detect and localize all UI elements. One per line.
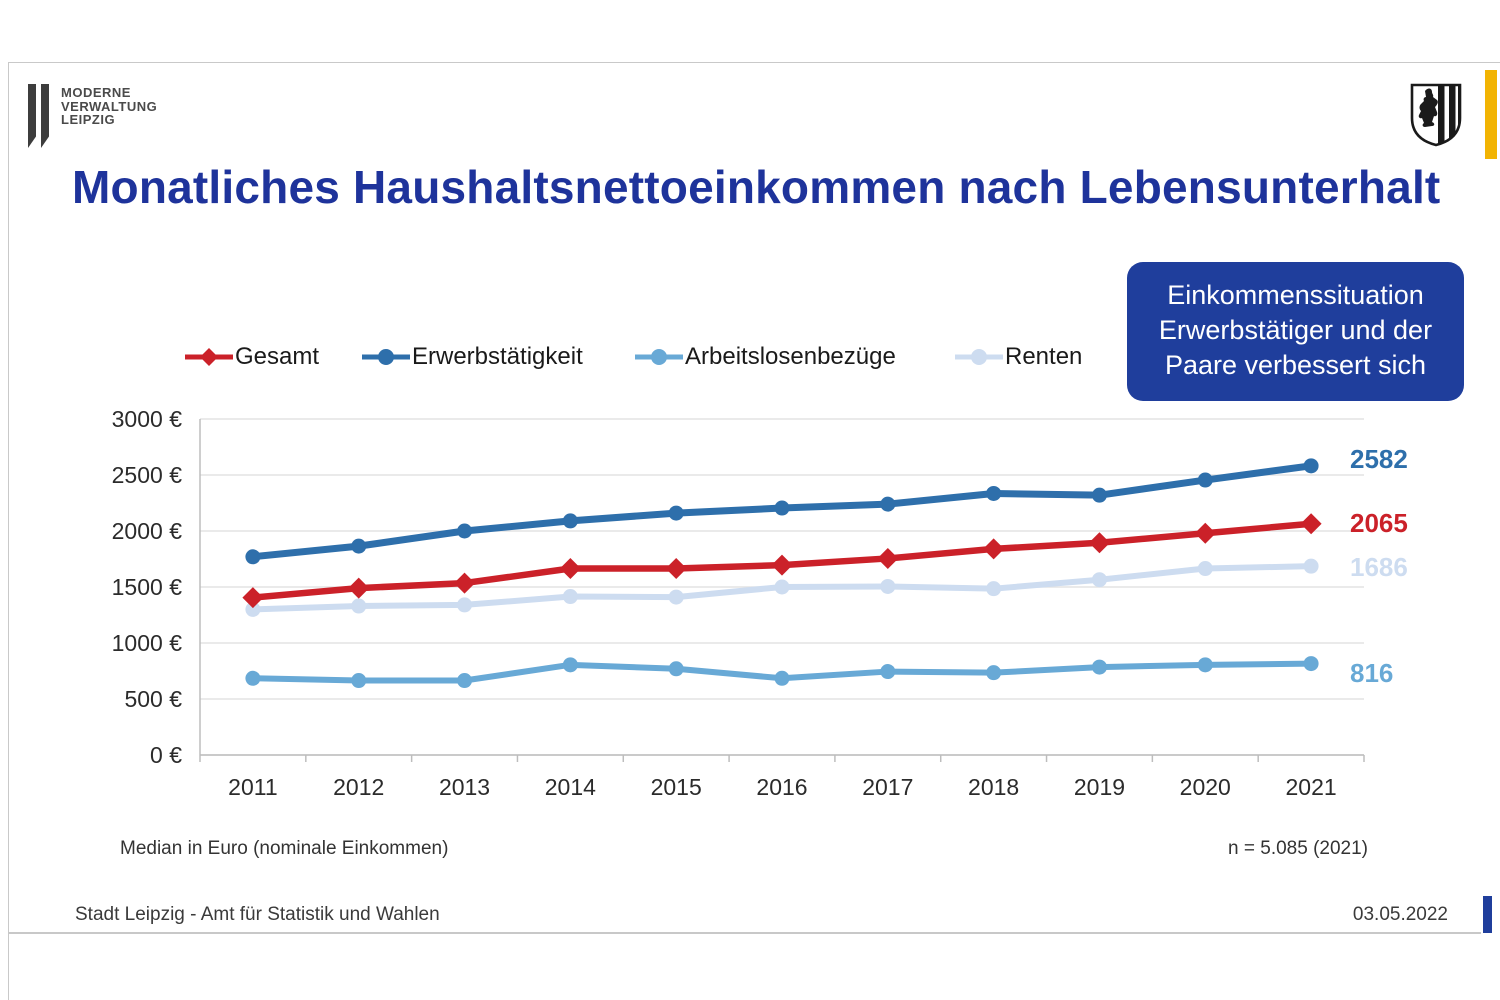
footer-date: 03.05.2022 bbox=[1352, 904, 1448, 925]
accent-yellow-bar bbox=[1485, 70, 1497, 159]
x-axis-label: 2016 bbox=[756, 774, 808, 800]
x-axis-label: 2013 bbox=[438, 774, 491, 800]
logo-line: MODERNE bbox=[61, 85, 131, 100]
x-axis-label: 2019 bbox=[1073, 774, 1126, 800]
legend-label: Renten bbox=[1005, 343, 1083, 370]
legend-marker-icon bbox=[635, 349, 683, 365]
callout-box: Einkommenssituation Erwerbstätiger und d… bbox=[1127, 262, 1464, 401]
y-axis-label: 3000 € bbox=[111, 406, 182, 432]
legend-item-2: Erwerbstätigkeit bbox=[362, 343, 583, 371]
legend-marker-icon bbox=[955, 349, 1003, 365]
series-end-label: 2065 bbox=[1350, 507, 1408, 538]
x-axis-label: 2011 bbox=[228, 774, 278, 800]
x-axis-label: 2020 bbox=[1179, 774, 1231, 800]
logo-line: LEIPZIG bbox=[61, 112, 116, 127]
series-end-label: 816 bbox=[1350, 657, 1394, 688]
page-title: Monatliches Haushaltsnettoeinkommen nach… bbox=[72, 161, 1441, 213]
series-end-label: 1686 bbox=[1350, 552, 1408, 583]
callout-line: Erwerbstätiger und der bbox=[1158, 315, 1433, 345]
x-axis-label: 2021 bbox=[1285, 774, 1337, 800]
legend-item-4: Renten bbox=[955, 343, 1082, 371]
logo-bars-icon bbox=[28, 84, 36, 148]
x-axis-label: 2012 bbox=[333, 774, 385, 800]
accent-blue-bar bbox=[1483, 896, 1492, 933]
y-axis-label: 0 € bbox=[150, 742, 182, 768]
callout-line: Paare verbessert sich bbox=[1164, 350, 1427, 380]
logo-line: VERWALTUNG bbox=[61, 98, 158, 114]
legend-item-3: Arbeitslosenbezüge bbox=[635, 343, 896, 371]
logo-bars-icon bbox=[41, 84, 49, 148]
y-axis-label: 500 € bbox=[124, 686, 182, 712]
axis-note: Median in Euro (nominale Einkommen) bbox=[120, 838, 449, 859]
sample-size-note: n = 5.085 (2021) bbox=[1228, 838, 1368, 859]
footer-source: Stadt Leipzig - Amt für Statistik und Wa… bbox=[75, 904, 440, 925]
legend-label: Gesamt bbox=[235, 343, 320, 370]
y-axis-label: 1000 € bbox=[111, 630, 182, 656]
y-axis-label: 2500 € bbox=[111, 462, 182, 488]
legend-marker-icon bbox=[185, 348, 233, 366]
x-axis-label: 2017 bbox=[862, 774, 914, 800]
logo-wordmark: MODERNE VERWALTUNG LEIPZIG bbox=[61, 86, 157, 127]
series-end-label: 2582 bbox=[1350, 443, 1408, 474]
y-axis-label: 1500 € bbox=[111, 574, 182, 600]
callout-line: Einkommenssituation bbox=[1167, 280, 1424, 310]
x-axis-label: 2015 bbox=[650, 774, 702, 800]
legend-marker-icon bbox=[362, 349, 410, 365]
y-axis-label: 2000 € bbox=[111, 518, 182, 544]
legend-label: Arbeitslosenbezüge bbox=[685, 343, 896, 370]
legend-label: Erwerbstätigkeit bbox=[412, 343, 583, 370]
x-axis-label: 2018 bbox=[968, 774, 1020, 800]
footer-divider bbox=[8, 932, 1481, 934]
x-axis-label: 2014 bbox=[544, 774, 596, 800]
leipzig-coat-of-arms-icon bbox=[1410, 83, 1462, 147]
legend-item-1: Gesamt bbox=[185, 343, 319, 371]
